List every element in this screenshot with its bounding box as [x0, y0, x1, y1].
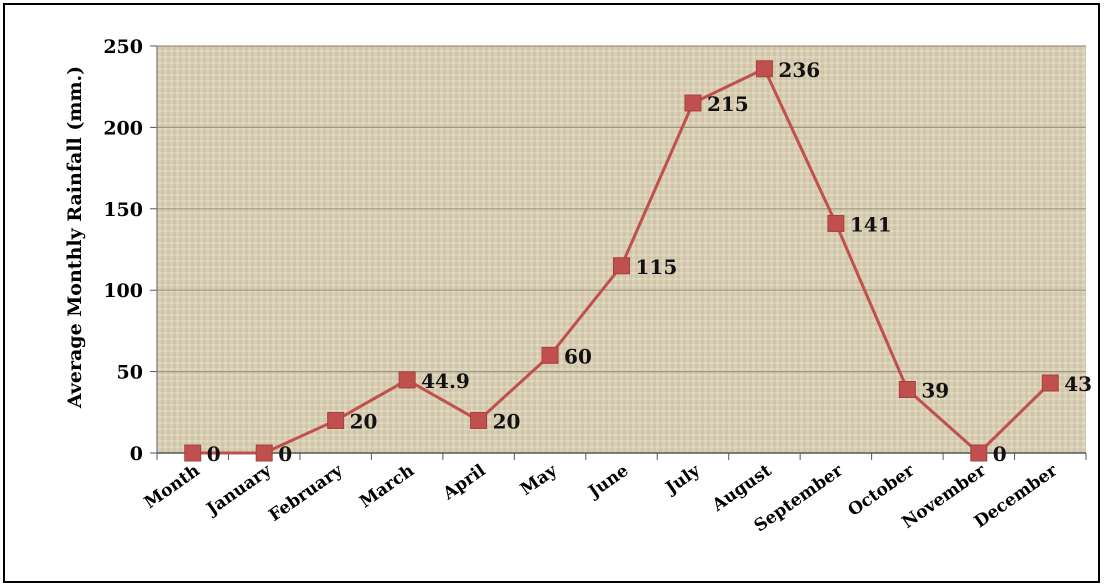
plot-background: [157, 46, 1086, 453]
data-label: 215: [707, 92, 749, 116]
y-axis-label: Average Monthly Rainfall (mm.): [64, 66, 86, 409]
data-label: 43: [1064, 372, 1092, 396]
gridlines: [150, 45, 1087, 460]
y-axis-ticks: 0 50 100 150 200 250: [103, 36, 143, 465]
data-point: [255, 444, 273, 462]
data-label: 141: [850, 212, 892, 236]
data-labels: 0 0 20 44.9 20 60 115 215 236 141 39 0 43: [207, 58, 1092, 466]
data-label: 60: [564, 344, 592, 368]
data-point: [1041, 374, 1059, 392]
x-tick-label: July: [661, 460, 705, 499]
data-label: 236: [778, 58, 820, 82]
x-tick-label: March: [356, 461, 418, 513]
x-tick-label: May: [517, 460, 562, 500]
data-point: [398, 371, 416, 389]
data-point: [184, 444, 202, 462]
data-point: [755, 60, 773, 78]
data-point: [327, 411, 345, 429]
data-label: 0: [207, 442, 221, 466]
y-tick-label: 200: [103, 117, 143, 139]
data-label: 0: [278, 442, 292, 466]
y-tick-label: 0: [130, 443, 143, 465]
data-label: 0: [993, 442, 1007, 466]
data-label: 44.9: [421, 369, 470, 393]
y-tick-label: 150: [103, 199, 143, 221]
data-point: [613, 257, 630, 275]
x-tick-label: August: [708, 461, 775, 517]
data-label: 20: [350, 409, 378, 433]
chart-frame: 0 50 100 150 200 250 Month January February Marc…: [3, 3, 1100, 583]
y-tick-label: 250: [103, 36, 143, 58]
x-tick-label: February: [265, 460, 347, 526]
data-label: 39: [921, 379, 949, 403]
x-tick-label: Month: [141, 461, 204, 513]
data-point: [684, 94, 702, 112]
data-label: 20: [493, 409, 521, 433]
data-point: [541, 346, 559, 364]
x-tick-label: April: [439, 460, 490, 504]
data-point: [470, 411, 488, 429]
y-tick-label: 50: [117, 362, 143, 384]
rainfall-series: [184, 60, 1059, 462]
data-point: [970, 444, 988, 462]
x-tick-label: January: [202, 460, 276, 520]
plot-area: [157, 46, 1086, 453]
x-tick-label: June: [584, 461, 633, 504]
data-point: [827, 214, 845, 232]
data-label: 115: [636, 255, 678, 279]
y-tick-label: 100: [103, 280, 143, 302]
data-point: [898, 381, 916, 399]
